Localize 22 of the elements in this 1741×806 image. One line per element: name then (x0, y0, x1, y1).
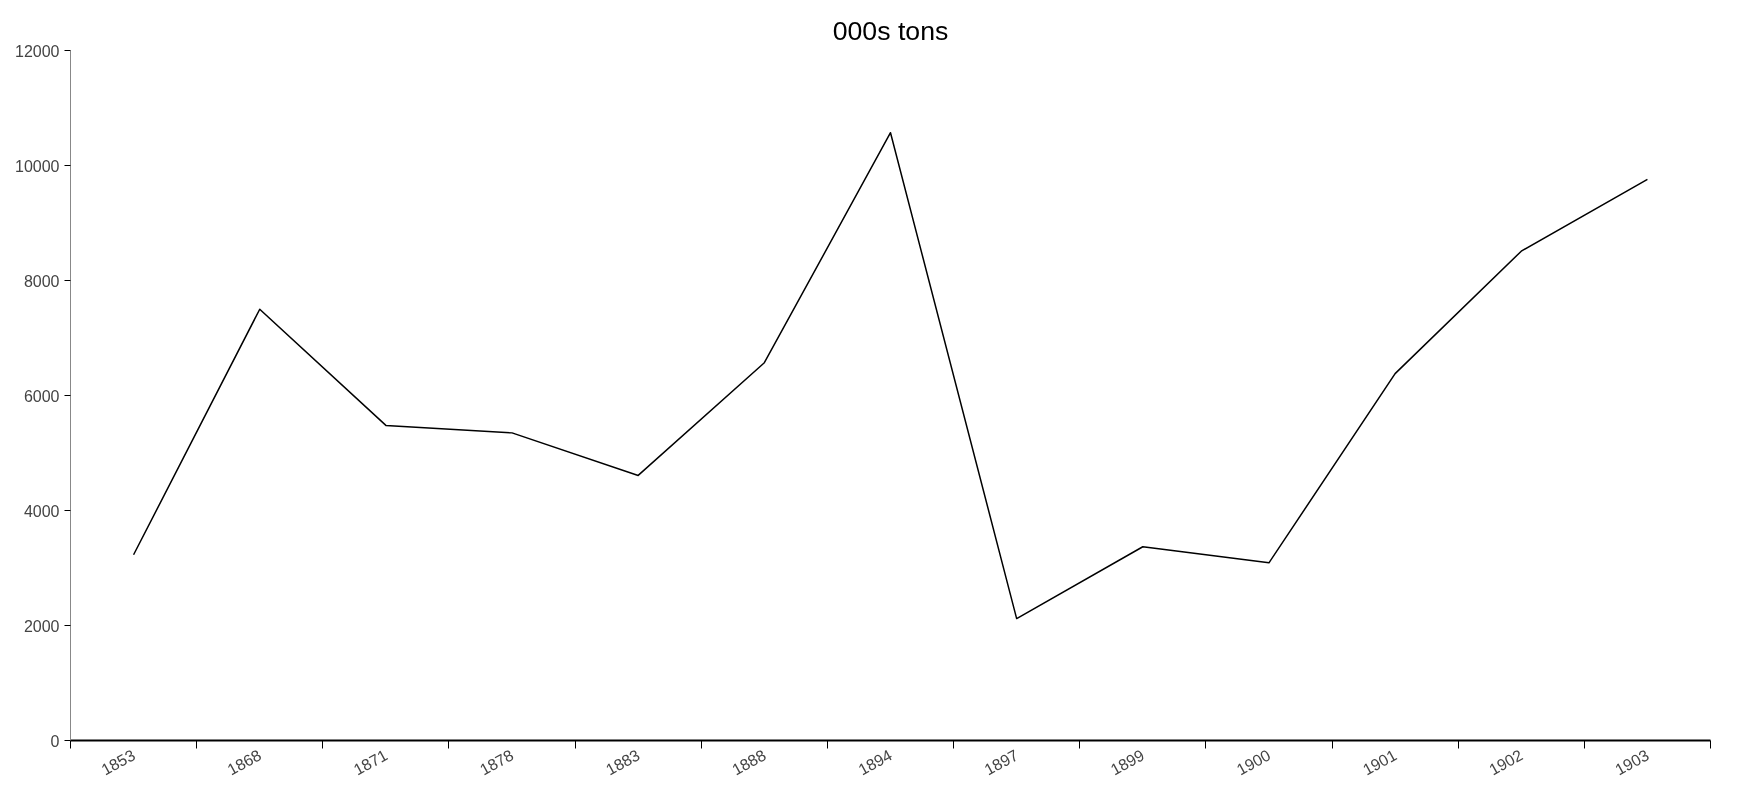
x-tick-label: 1878 (476, 746, 517, 779)
y-tick-label: 0 (50, 732, 60, 750)
y-tick-label: 10000 (15, 157, 60, 175)
x-tick-label: 1894 (855, 746, 895, 779)
x-tick-label: 1871 (350, 746, 391, 779)
x-tick-label: 1903 (1612, 746, 1652, 779)
y-tick-label: 4000 (23, 502, 60, 520)
x-tick-label: 1868 (224, 746, 265, 779)
x-tick-label: 1900 (1233, 746, 1274, 779)
y-tick-label: 2000 (23, 617, 60, 635)
chart-title: 000s tons (832, 15, 949, 46)
x-tick-label: 1897 (981, 746, 1022, 779)
y-tick-label: 8000 (23, 272, 60, 290)
x-tick-label: 1901 (1360, 746, 1400, 779)
x-tick-label: 1902 (1486, 746, 1526, 779)
y-tick-label: 6000 (23, 387, 60, 405)
x-tick-label: 1853 (98, 746, 138, 779)
line-series (132, 131, 1649, 620)
x-tick-label: 1883 (603, 746, 643, 779)
x-tick-label: 1899 (1107, 746, 1148, 779)
y-tick-label: 12000 (15, 42, 60, 60)
x-tick-label: 1888 (729, 746, 769, 779)
